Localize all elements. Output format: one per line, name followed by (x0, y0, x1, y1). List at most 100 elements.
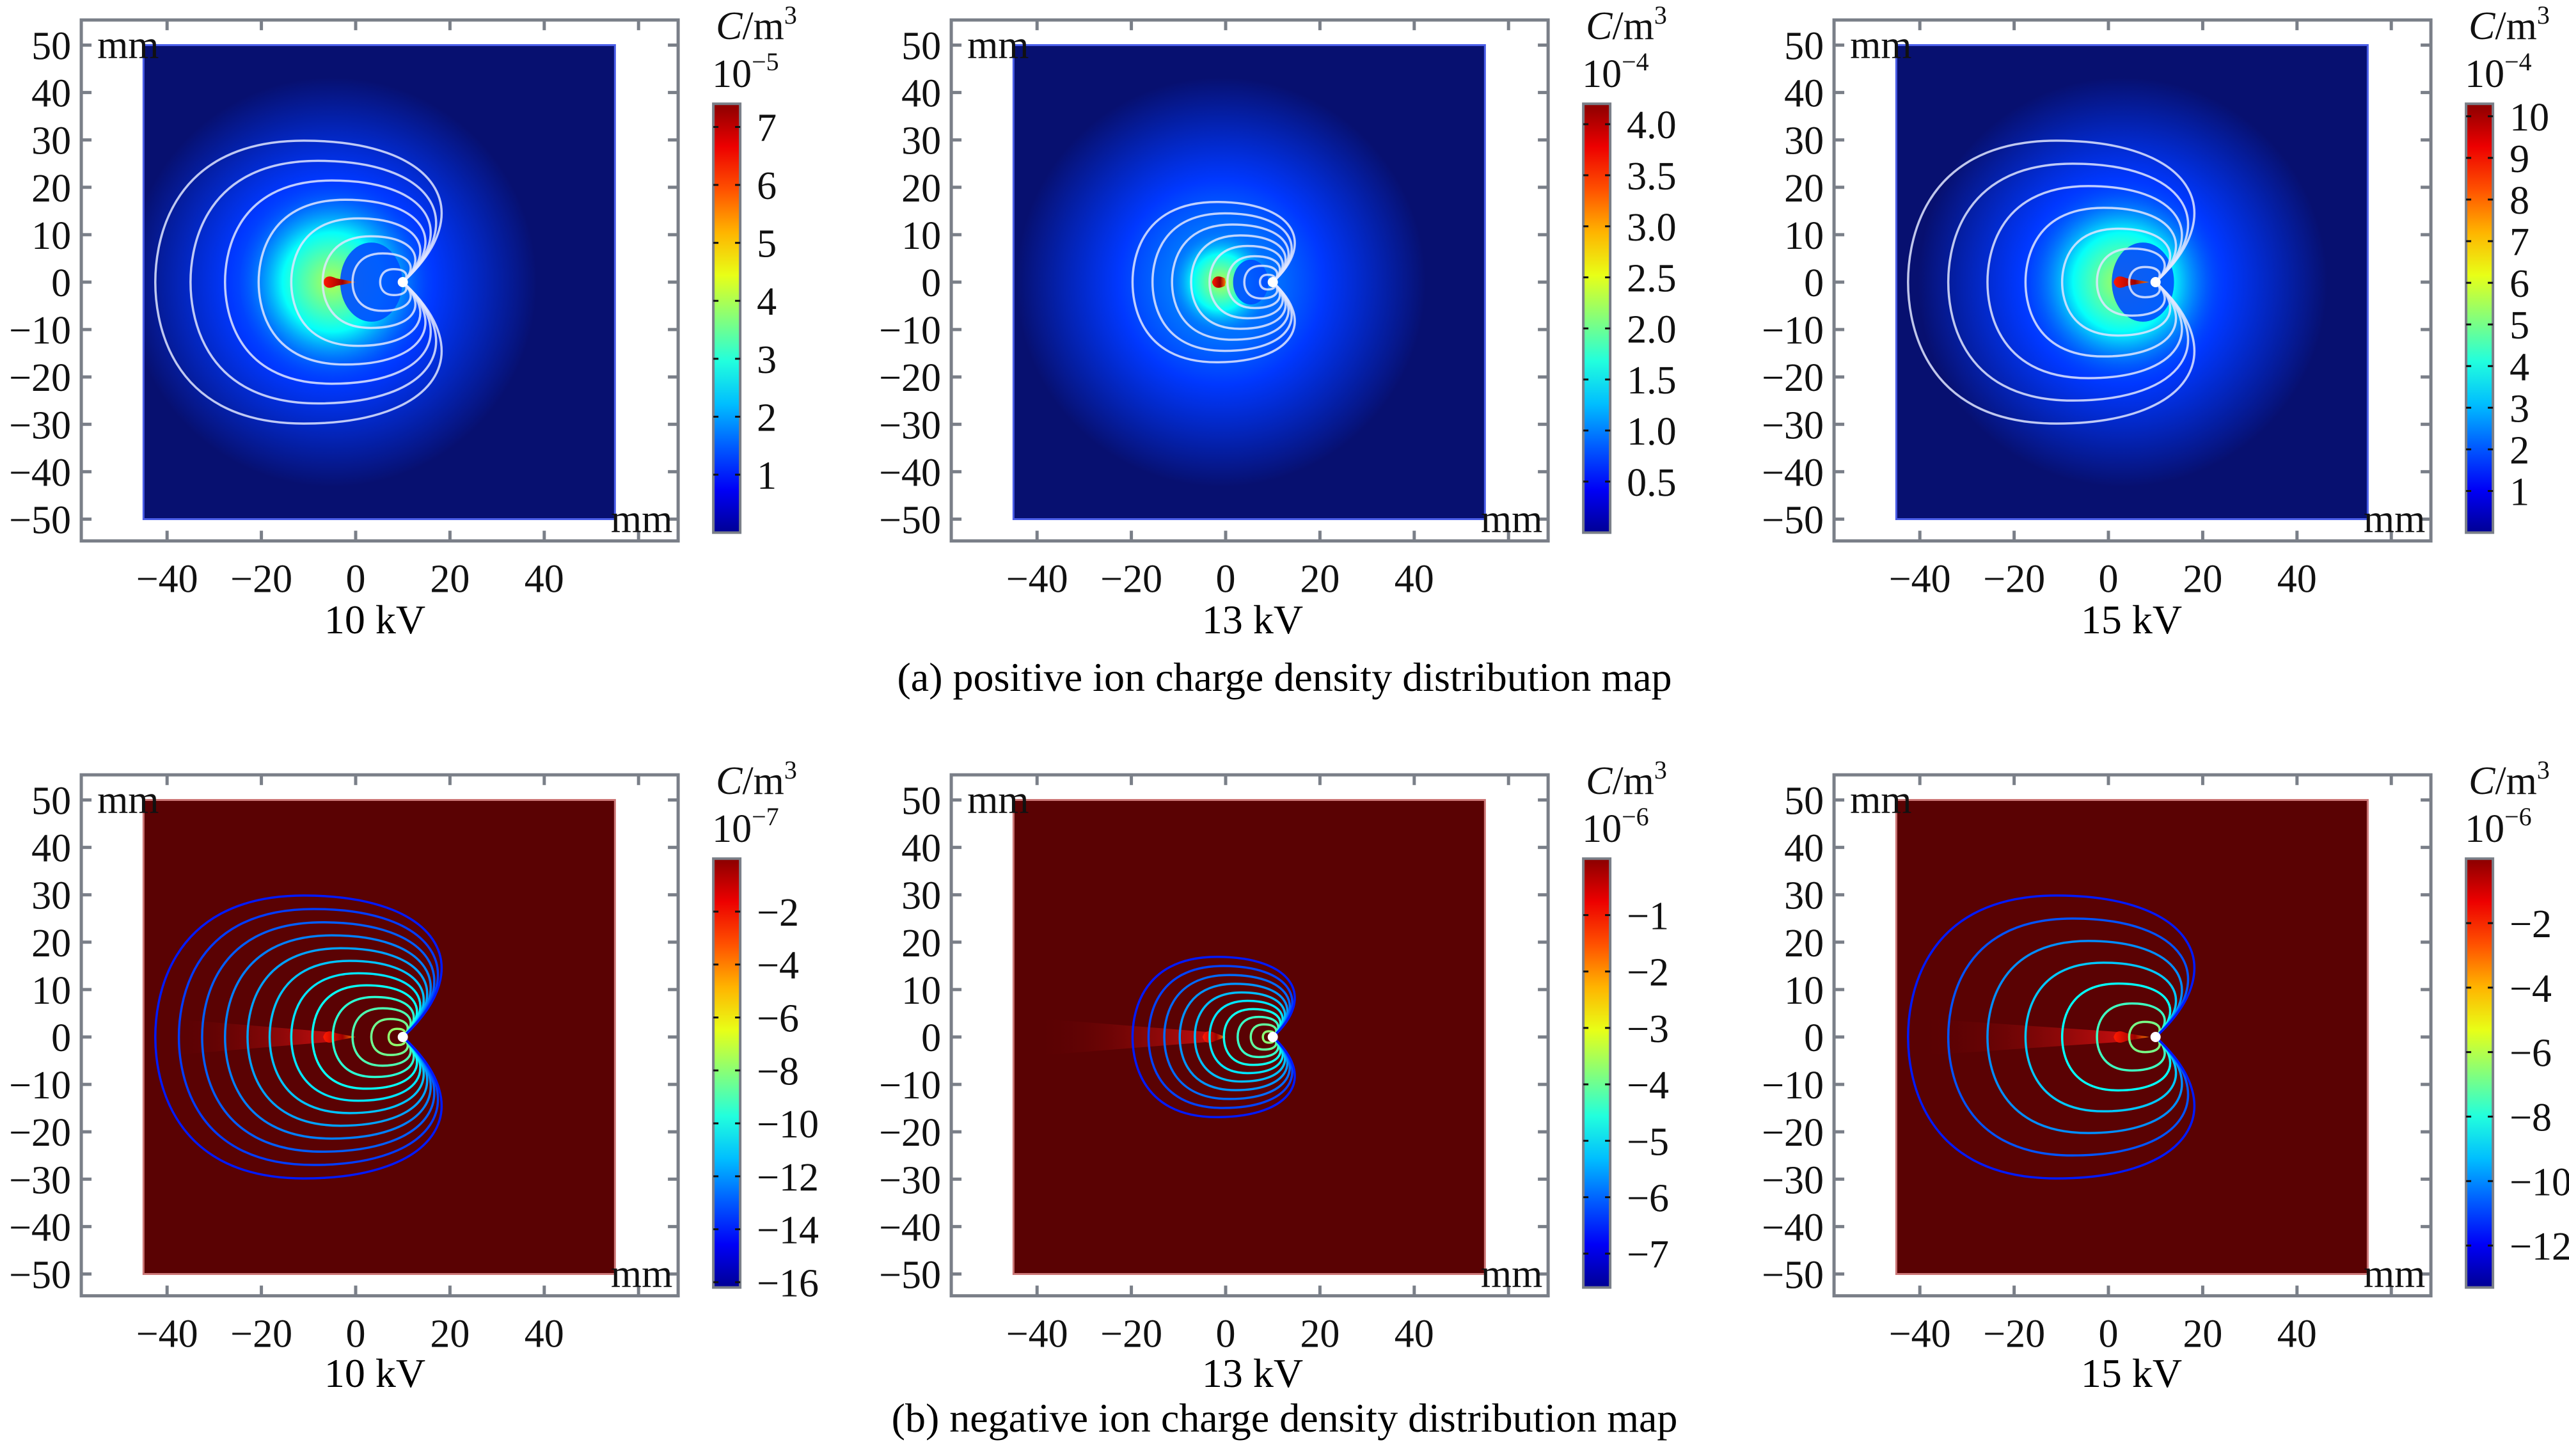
y-tick-label: −50 (9, 1254, 71, 1297)
y-tick-label: 20 (1784, 167, 1824, 210)
y-tick-label: 10 (901, 969, 941, 1013)
x-unit-label: mm (611, 1253, 672, 1296)
colorbar-tick-label: 5 (757, 223, 777, 266)
x-tick-label: −40 (136, 558, 198, 601)
colorbar-tick-label: −6 (757, 997, 799, 1041)
heatmap-field (154, 894, 443, 1180)
y-tick-label: −50 (1762, 1254, 1824, 1297)
electrode-marker (2150, 1032, 2161, 1042)
colorbar (712, 102, 742, 534)
voltage-label-positive-15kv: 15 kV (2080, 597, 2183, 642)
contour-line (379, 268, 407, 296)
contour-line (1131, 200, 1296, 364)
contour-line (1907, 894, 2195, 1180)
colorbar-tick-label: 10 (2510, 96, 2549, 139)
y-tick-label: 10 (31, 969, 71, 1013)
x-tick-label: 20 (1300, 1313, 1340, 1356)
contour-line (1178, 983, 1289, 1091)
colorbar-tick-label: −2 (2510, 903, 2552, 946)
x-tick-label: 40 (1395, 558, 1434, 601)
y-tick-label: 50 (1784, 780, 1824, 823)
colorbar-tick-label: 0.5 (1627, 461, 1677, 505)
x-tick-label: 20 (430, 1313, 470, 1356)
contour-line (224, 934, 432, 1140)
charge-peak (2114, 1031, 2149, 1043)
y-tick-label: 0 (51, 1017, 71, 1060)
y-tick-label: −30 (1762, 1159, 1824, 1202)
contour-line (331, 995, 415, 1079)
contour-line (1151, 212, 1293, 352)
colorbar-tick-label: 4.0 (1627, 104, 1677, 147)
contour-line (387, 1027, 406, 1047)
y-tick-label: 30 (1784, 120, 1824, 163)
y-tick-label: −50 (879, 1254, 941, 1297)
electrode-marker (397, 277, 408, 287)
colorbar-tick-label: −8 (757, 1050, 799, 1093)
y-tick-label: 10 (901, 214, 941, 258)
x-tick-label: 40 (525, 558, 564, 601)
x-tick-label: 0 (2099, 1313, 2119, 1356)
y-tick-label: −10 (1762, 309, 1824, 352)
colorbar-tick-label: −6 (2510, 1032, 2552, 1075)
y-tick-label: 0 (921, 1017, 941, 1060)
y-tick-label: −50 (879, 499, 941, 542)
y-tick-label: 20 (31, 167, 71, 210)
contour-line (1131, 955, 1296, 1119)
colorbar-tick-label: 2.5 (1627, 257, 1677, 301)
contour-line (311, 984, 418, 1090)
colorbar (2465, 857, 2495, 1289)
charge-peak (1202, 1031, 1226, 1043)
voltage-label-positive-10kv: 10 kV (324, 597, 426, 642)
y-tick-label: 30 (31, 874, 71, 918)
y-tick-label: 0 (921, 262, 941, 305)
y-tick-label: 10 (31, 214, 71, 258)
colorbar (712, 857, 742, 1289)
y-tick-label: −20 (1762, 1111, 1824, 1155)
colorbar-tick-label: −12 (2510, 1225, 2569, 1269)
contour-line (2060, 227, 2172, 337)
y-tick-label: 30 (901, 120, 941, 163)
x-tick-label: 0 (1216, 558, 1236, 601)
colorbar-tick-label: 5 (2510, 304, 2529, 347)
contour-line (290, 972, 422, 1102)
contour-line (1907, 139, 2195, 425)
contour-line (1222, 1008, 1282, 1066)
heatmap-field (154, 139, 453, 425)
contour-line (1147, 965, 1293, 1109)
y-tick-label: 30 (901, 874, 941, 918)
colorbar-unit: C/m3 (1586, 756, 1667, 803)
panel-positive-15kv: 50 40 30 20 10 0 −10 −20 −30 −40 −50 −40 −20 0 20 40 mm m… (1753, 0, 2569, 678)
colorbar-tick-label: −10 (757, 1103, 819, 1146)
colorbar-tick-label: 3 (757, 338, 777, 382)
y-unit-label: mm (97, 779, 159, 822)
contour-line (1208, 244, 1284, 320)
caption-a: (a) positive ion charge density distribu… (897, 654, 1672, 700)
x-tick-label: −40 (1889, 558, 1951, 601)
electrode-marker (1267, 1032, 1278, 1042)
heatmap-field (1907, 894, 2195, 1180)
colorbar-tick-label: 8 (2510, 179, 2529, 223)
voltage-label-negative-13kv: 13 kV (1201, 1350, 1304, 1396)
contour-line (189, 159, 438, 405)
x-unit-label: mm (1481, 1253, 1542, 1296)
heatmap-field (1131, 200, 1296, 364)
electrode-marker (2150, 277, 2161, 287)
contour-line (2096, 247, 2166, 317)
x-tick-label: 40 (2277, 558, 2317, 601)
colorbar-tick-label: −10 (2510, 1160, 2569, 1204)
y-tick-label: 50 (901, 780, 941, 823)
colorbar-tick-label: −6 (1627, 1176, 1669, 1220)
y-unit-label: mm (1850, 24, 1911, 67)
contour-line (321, 235, 416, 329)
contour-line (1243, 264, 1279, 300)
contour-line (1237, 1015, 1280, 1059)
colorbar-tick-label: −2 (757, 891, 799, 935)
x-tick-label: 20 (1300, 558, 1340, 601)
colorbar-tick-label: 1 (2510, 471, 2529, 514)
contour-line (268, 960, 425, 1114)
y-tick-label: 0 (51, 262, 71, 305)
y-tick-label: −40 (9, 1206, 71, 1249)
x-unit-label: mm (2364, 498, 2425, 541)
